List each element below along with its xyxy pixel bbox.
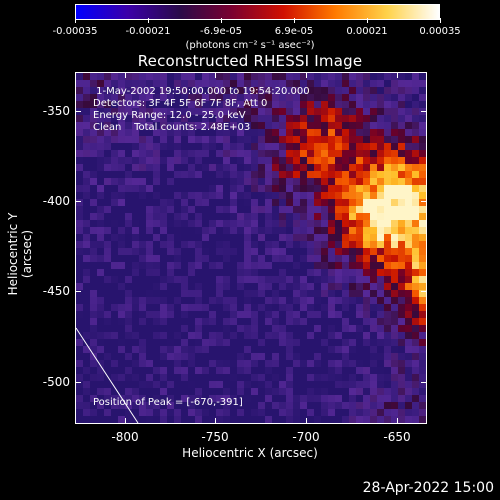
colorbar-tick-label: 6.9e-05 xyxy=(274,26,314,37)
rhessi-image-raster xyxy=(76,73,426,423)
y-tick-label: -400 xyxy=(42,194,70,208)
peak-position: Position of Peak = [-670,-391] xyxy=(93,397,243,408)
colorbar-tick-mark xyxy=(367,18,368,23)
info-time-range: 1-May-2002 19:50:00.000 to 19:54:20.000 xyxy=(93,86,310,97)
axis-tick-mark xyxy=(421,201,427,202)
x-tick-label: -650 xyxy=(383,430,411,444)
axis-tick-mark xyxy=(75,382,81,383)
axis-tick-mark xyxy=(125,72,126,78)
colorbar-tick-mark xyxy=(221,18,222,23)
image-title: Reconstructed RHESSI Image xyxy=(137,52,363,70)
axis-tick-mark xyxy=(421,382,427,383)
y-tick-label: -350 xyxy=(42,104,70,118)
axis-tick-mark xyxy=(215,72,216,78)
axis-tick-mark xyxy=(75,291,81,292)
colorbar-tick-label: -6.9e-05 xyxy=(200,26,242,37)
axis-tick-mark xyxy=(306,72,307,78)
axis-tick-mark xyxy=(125,418,126,424)
x-tick-label: -800 xyxy=(111,430,139,444)
axis-tick-mark xyxy=(75,201,81,202)
axis-tick-mark xyxy=(421,111,427,112)
axis-tick-mark xyxy=(397,418,398,424)
colorbar-tick-label: 0.00035 xyxy=(419,26,461,37)
info-energy-range: Energy Range: 12.0 - 25.0 keV xyxy=(93,110,246,121)
colorbar-tick-mark xyxy=(75,18,76,23)
y-tick-label: -500 xyxy=(42,375,70,389)
colorbar-tick-mark xyxy=(294,18,295,23)
colorbar-tick-label: 0.00021 xyxy=(346,26,388,37)
colorbar-tick-label: -0.00021 xyxy=(125,26,171,37)
axis-tick-mark xyxy=(306,418,307,424)
axis-tick-mark xyxy=(215,418,216,424)
x-tick-label: -750 xyxy=(201,430,229,444)
axis-tick-mark xyxy=(75,111,81,112)
rhessi-image-plot xyxy=(75,72,427,424)
colorbar-tick-mark xyxy=(148,18,149,23)
colorbar-tick-mark xyxy=(440,18,441,23)
y-tick-label: -450 xyxy=(42,284,70,298)
x-tick-label: -700 xyxy=(292,430,320,444)
axis-tick-mark xyxy=(397,72,398,78)
timestamp-footer: 28-Apr-2022 15:00 xyxy=(362,480,494,496)
axis-tick-mark xyxy=(421,291,427,292)
solar-limb-line xyxy=(76,327,139,423)
colorbar xyxy=(75,4,440,20)
x-axis-label: Heliocentric X (arcsec) xyxy=(182,446,318,460)
info-detectors: Detectors: 3F 4F 5F 6F 7F 8F, Att 0 xyxy=(93,98,268,109)
y-axis-label: Heliocentric Y (arcsec) xyxy=(6,212,34,296)
colorbar-tick-label: -0.00035 xyxy=(52,26,98,37)
info-total-counts: Clean Total counts: 2.48E+03 xyxy=(93,122,251,133)
colorbar-units: (photons cm⁻² s⁻¹ asec⁻²) xyxy=(185,40,315,51)
